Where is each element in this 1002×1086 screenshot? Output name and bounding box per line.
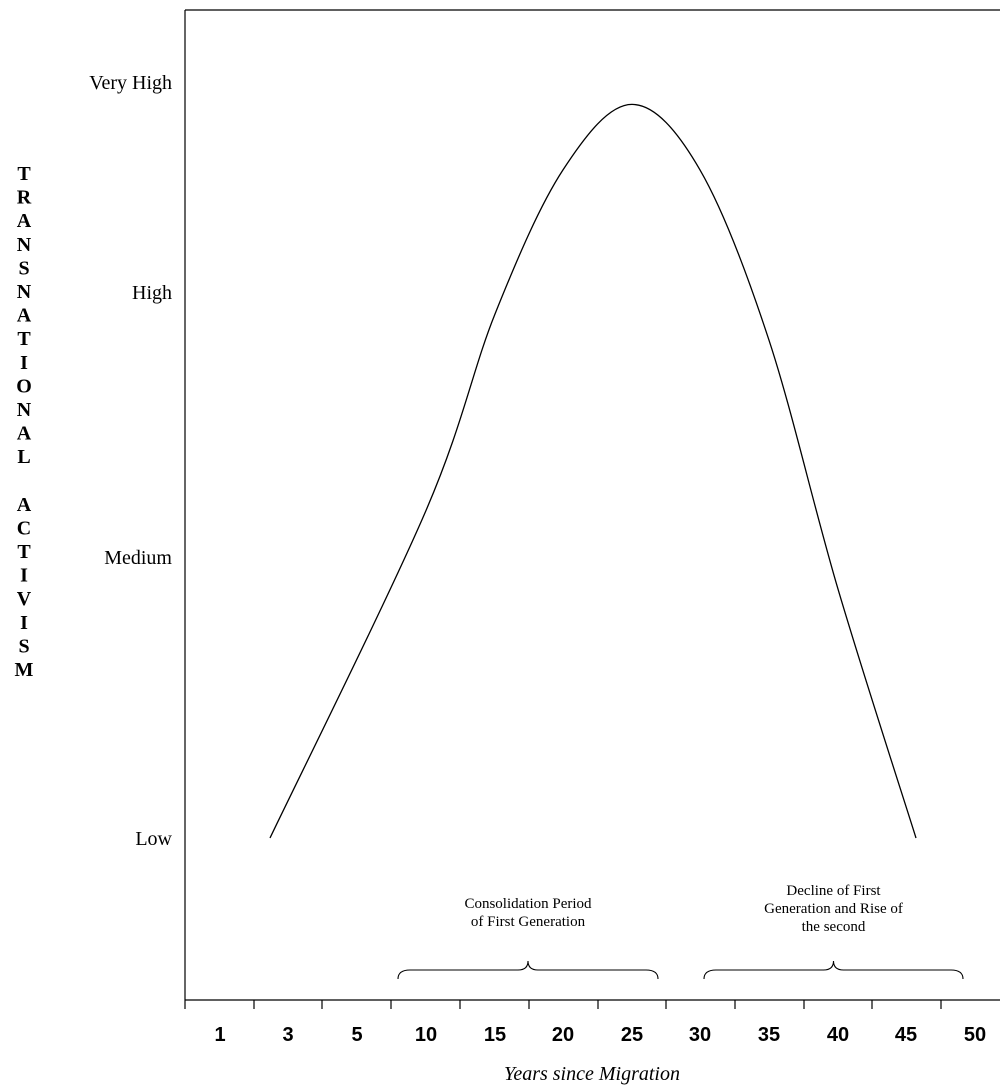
y-axis-label-letter: L: [17, 446, 30, 468]
x-tick-label: 30: [689, 1024, 711, 1046]
annotation-text: the second: [802, 919, 866, 935]
x-tick-label: 45: [895, 1024, 917, 1046]
y-axis-label-letter: O: [16, 375, 32, 397]
x-tick-label: 1: [214, 1024, 225, 1046]
x-tick-label: 15: [484, 1024, 506, 1046]
x-tick-label: 35: [758, 1024, 780, 1046]
y-axis-label-letter: A: [17, 494, 32, 516]
y-axis-label-letter: I: [20, 612, 28, 634]
y-tick-label: High: [132, 282, 172, 304]
y-tick-labels: Very High High Medium Low: [89, 72, 172, 850]
y-axis-label-letter: A: [17, 210, 32, 232]
x-tick-label: 3: [282, 1024, 293, 1046]
y-axis-label-letter: R: [17, 187, 32, 209]
x-tick-label: 40: [827, 1024, 849, 1046]
x-tick-label: 20: [552, 1024, 574, 1046]
y-axis-label-letter: A: [17, 423, 32, 445]
x-tick-label: 25: [621, 1024, 643, 1046]
annotation-text: Generation and Rise of: [764, 901, 903, 917]
y-tick-label: Medium: [104, 547, 172, 569]
y-axis-label-letter: V: [17, 588, 32, 610]
y-axis-label-letter: I: [20, 352, 28, 374]
x-axis-label: Years since Migration: [504, 1063, 680, 1085]
annotation-brace: [397, 960, 659, 980]
x-tick-marks: [184, 1000, 942, 1009]
y-axis-label-letter: N: [17, 399, 32, 421]
x-tick-label: 10: [415, 1024, 437, 1046]
annotation-text: Consolidation Period: [464, 896, 592, 912]
annotation-text: of First Generation: [471, 914, 586, 930]
y-axis-label-letter: A: [17, 305, 32, 327]
y-axis-label-letter: T: [17, 541, 31, 563]
y-axis-label-letter: N: [17, 234, 32, 256]
y-axis-label-letter: M: [15, 659, 34, 681]
y-tick-label: Very High: [89, 72, 172, 94]
y-axis-label-letter: S: [18, 635, 29, 657]
annotation-text: Decline of First: [786, 883, 881, 899]
y-axis-label-letter: T: [17, 328, 31, 350]
x-tick-label: 5: [351, 1024, 362, 1046]
annotation-brace: [703, 960, 964, 980]
x-tick-label: 50: [964, 1024, 986, 1046]
y-tick-label: Low: [135, 828, 172, 850]
annotations: Consolidation Period of First Generation D…: [397, 883, 964, 980]
y-axis-label-letter: C: [17, 517, 31, 539]
series-line-transnational-activism: [269, 103, 917, 839]
y-axis-label-letter: N: [17, 281, 32, 303]
y-axis-label-letter: S: [18, 257, 29, 279]
x-tick-labels: 1 3 5 10 15 20 25 30 35 40 45 50: [214, 1024, 986, 1046]
y-axis-label-letter: I: [20, 565, 28, 587]
y-axis-label-letter: T: [17, 163, 31, 185]
